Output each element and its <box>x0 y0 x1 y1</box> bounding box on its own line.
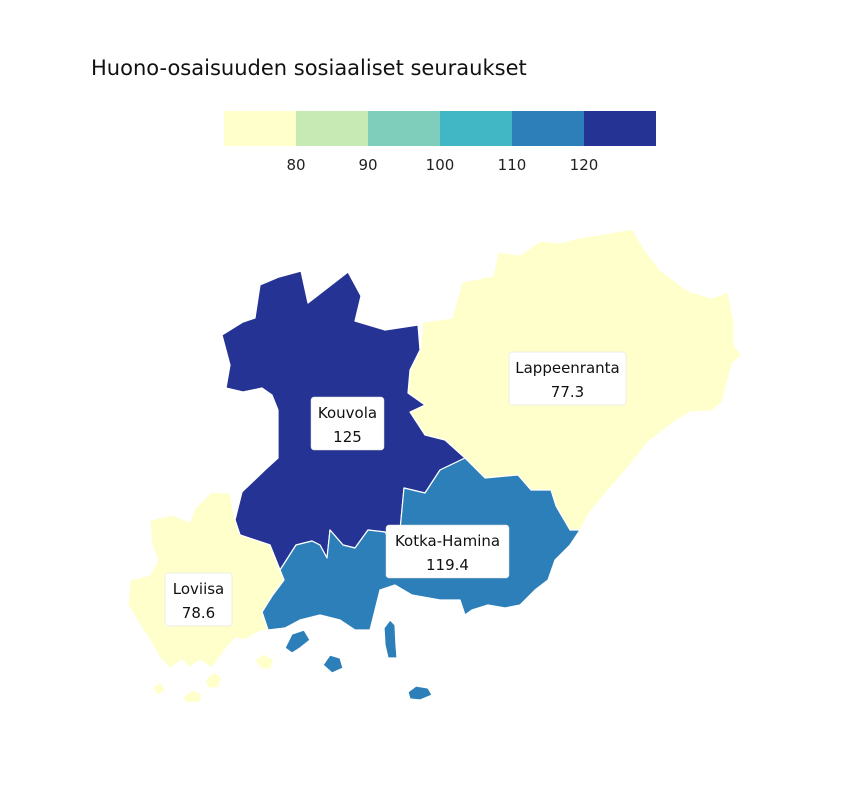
label-lappeenranta-value: 77.3 <box>551 383 584 401</box>
legend-swatch-2 <box>368 111 440 146</box>
label-kotka-hamina: Kotka-Hamina 119.4 <box>385 524 510 579</box>
map-title: Huono-osaisuuden sosiaaliset seuraukset <box>91 56 527 80</box>
region-kotka-island-4[interactable] <box>407 685 433 701</box>
label-loviisa-value: 78.6 <box>182 604 215 622</box>
legend-swatch-3 <box>440 111 512 146</box>
legend-tick-120: 120 <box>570 156 599 174</box>
region-kotka-island-3[interactable] <box>383 619 398 659</box>
region-kotka-island-1[interactable] <box>284 629 311 654</box>
region-kotka-island-2[interactable] <box>322 654 344 674</box>
label-kouvola-value: 125 <box>333 428 362 446</box>
label-kotka-value: 119.4 <box>426 556 469 574</box>
label-kouvola: Kouvola 125 <box>310 396 385 451</box>
legend-tick-80: 80 <box>286 156 305 174</box>
legend-tick-110: 110 <box>498 156 527 174</box>
label-loviisa-name: Loviisa <box>173 580 225 598</box>
legend: 80 90 100 110 120 <box>224 111 656 174</box>
label-kouvola-name: Kouvola <box>318 404 377 422</box>
legend-tick-90: 90 <box>358 156 377 174</box>
legend-swatch-5 <box>584 111 656 146</box>
label-lappeenranta-name: Lappeenranta <box>515 359 620 377</box>
region-loviisa-island-2[interactable] <box>204 671 223 689</box>
label-lappeenranta: Lappeenranta 77.3 <box>508 351 627 406</box>
region-loviisa-island-4[interactable] <box>151 681 167 696</box>
region-loviisa-island-1[interactable] <box>254 653 275 671</box>
legend-swatch-1 <box>296 111 368 146</box>
label-loviisa: Loviisa 78.6 <box>164 572 233 627</box>
region-loviisa-island-3[interactable] <box>181 689 203 704</box>
legend-swatch-0 <box>224 111 296 146</box>
legend-swatch-4 <box>512 111 584 146</box>
label-kotka-name: Kotka-Hamina <box>395 532 500 550</box>
legend-tick-100: 100 <box>426 156 455 174</box>
